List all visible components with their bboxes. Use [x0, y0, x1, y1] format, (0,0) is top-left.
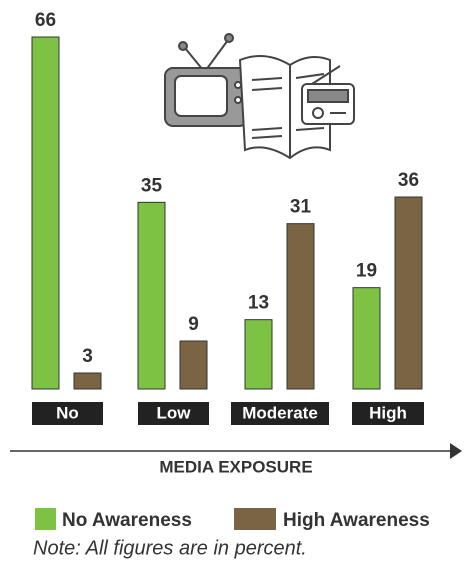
category-box [231, 402, 329, 425]
bar [137, 201, 166, 390]
x-tick-label: Moderate [242, 403, 318, 422]
note: Note: All figures are in percent. [33, 537, 307, 559]
value-label: 19 [356, 261, 377, 282]
value-label: 35 [141, 175, 163, 196]
value-label: 3 [82, 346, 93, 367]
value-label: 9 [188, 314, 199, 335]
value-label: 13 [248, 293, 269, 314]
bar [244, 319, 273, 390]
x-axis-label: MEDIA EXPOSURE [159, 457, 312, 476]
bar [179, 340, 208, 390]
bar [286, 223, 315, 390]
media-icons [164, 33, 355, 160]
category-box [138, 402, 209, 425]
value-label: 36 [398, 170, 419, 191]
value-label: 66 [35, 10, 56, 31]
x-tick-label: No [56, 403, 79, 422]
legend-swatch [234, 508, 276, 530]
arrow-head [450, 443, 462, 459]
category-box [352, 402, 424, 425]
legend-swatch [35, 508, 56, 530]
legend-label: High Awareness [283, 510, 430, 531]
value-label: 31 [290, 197, 312, 218]
x-tick-label: Low [157, 403, 192, 422]
category-box [32, 402, 103, 425]
bar [394, 196, 423, 390]
bar [352, 287, 381, 390]
bar [73, 372, 102, 390]
bar [31, 36, 60, 390]
x-tick-label: High [369, 403, 407, 422]
legend-label: No Awareness [62, 510, 192, 531]
